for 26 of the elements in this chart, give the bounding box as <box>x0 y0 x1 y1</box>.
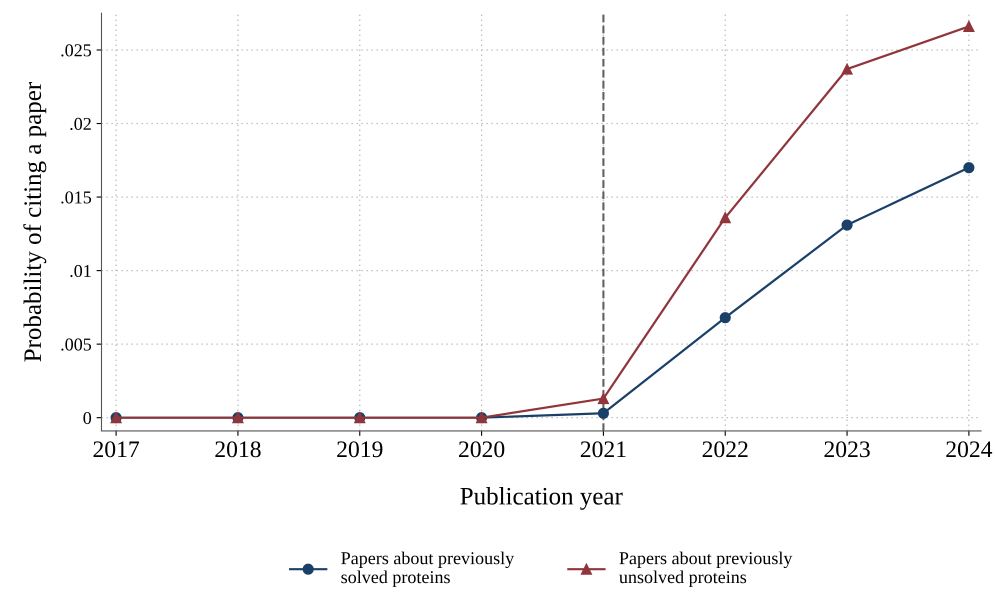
x-tick-label: 2023 <box>824 441 870 458</box>
y-tick-label: 0 <box>83 412 92 424</box>
x-tick-label: 2022 <box>702 441 748 458</box>
y-axis-title: Probability of citing a paper <box>23 82 46 362</box>
x-tick-label: 2019 <box>337 441 382 458</box>
point <box>842 64 853 75</box>
point <box>963 20 974 32</box>
legend-label: Papers about previously solved proteins <box>341 552 514 587</box>
x-tick-label: 2020 <box>459 441 504 458</box>
x-tick-label: 2018 <box>215 441 261 458</box>
point <box>963 162 974 174</box>
y-tick-label: .005 <box>61 338 92 351</box>
y-tick-label: .015 <box>61 191 92 204</box>
point <box>720 212 731 224</box>
x-tick-label: 2021 <box>580 441 626 458</box>
y-tick-label: .02 <box>70 118 91 130</box>
y-tick-label: .025 <box>61 44 92 57</box>
x-tick-label: 2017 <box>94 441 140 458</box>
point <box>598 393 609 404</box>
x-axis-title: Publication year <box>460 487 623 510</box>
point <box>598 408 609 419</box>
point <box>842 219 853 231</box>
legend-label: Papers about previously unsolved proteins <box>619 552 792 587</box>
point <box>720 312 731 324</box>
y-tick-label: .01 <box>70 264 91 278</box>
x-tick-label: 2024 <box>946 441 992 458</box>
